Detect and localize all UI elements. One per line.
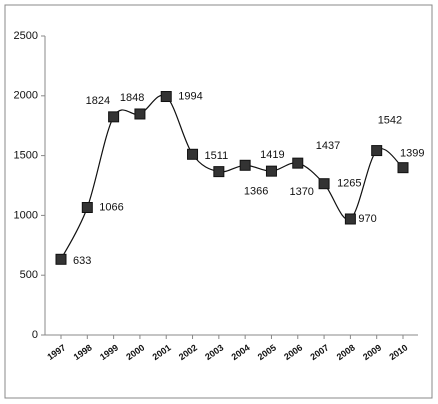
y-tick-label: 2000 bbox=[14, 90, 38, 102]
data-label: 1511 bbox=[205, 150, 229, 162]
x-tick-label: 2005 bbox=[256, 342, 278, 362]
x-tick-label: 2009 bbox=[361, 342, 383, 362]
data-label: 970 bbox=[358, 213, 376, 225]
data-label: 1824 bbox=[86, 95, 110, 107]
y-tick-label: 500 bbox=[20, 269, 38, 281]
x-tick-label: 2006 bbox=[282, 342, 304, 362]
x-tick-label: 1999 bbox=[98, 342, 120, 362]
x-tick-label: 2000 bbox=[124, 342, 146, 362]
marker bbox=[344, 213, 356, 225]
y-tick-label: 1500 bbox=[14, 150, 38, 162]
data-label: 1370 bbox=[289, 186, 313, 198]
y-tick-label: 0 bbox=[32, 329, 38, 341]
marker bbox=[292, 157, 304, 169]
x-tick-label: 2008 bbox=[335, 342, 357, 362]
data-label: 633 bbox=[73, 255, 91, 267]
marker bbox=[108, 111, 120, 123]
data-label: 1399 bbox=[400, 148, 424, 160]
x-tick-label: 2001 bbox=[151, 342, 173, 362]
marker bbox=[160, 91, 172, 103]
x-tick-label: 2007 bbox=[308, 342, 330, 362]
data-label: 1265 bbox=[337, 178, 361, 190]
data-label: 1437 bbox=[316, 140, 340, 152]
marker bbox=[134, 108, 146, 120]
marker bbox=[187, 148, 199, 160]
x-tick-label: 1998 bbox=[72, 342, 94, 362]
marker bbox=[371, 145, 383, 157]
marker bbox=[239, 159, 251, 171]
y-tick-label: 1000 bbox=[14, 209, 38, 221]
data-label: 1848 bbox=[120, 92, 144, 104]
marker bbox=[81, 202, 93, 214]
chart-frame bbox=[4, 4, 433, 399]
y-tick-label: 2500 bbox=[14, 30, 38, 42]
data-label: 1419 bbox=[260, 149, 284, 161]
data-label: 1542 bbox=[378, 114, 402, 126]
x-tick-label: 2003 bbox=[203, 342, 225, 362]
data-label: 1994 bbox=[178, 90, 202, 102]
x-tick-label: 2004 bbox=[230, 342, 252, 362]
marker bbox=[265, 165, 277, 177]
x-tick-label: 2002 bbox=[177, 342, 199, 362]
x-tick-label: 1997 bbox=[45, 342, 67, 362]
marker bbox=[318, 178, 330, 190]
marker bbox=[397, 162, 409, 174]
data-label: 1366 bbox=[244, 186, 268, 198]
data-label: 1066 bbox=[99, 201, 123, 213]
marker bbox=[55, 253, 67, 265]
marker bbox=[213, 166, 225, 178]
x-tick-label: 2010 bbox=[387, 342, 409, 362]
